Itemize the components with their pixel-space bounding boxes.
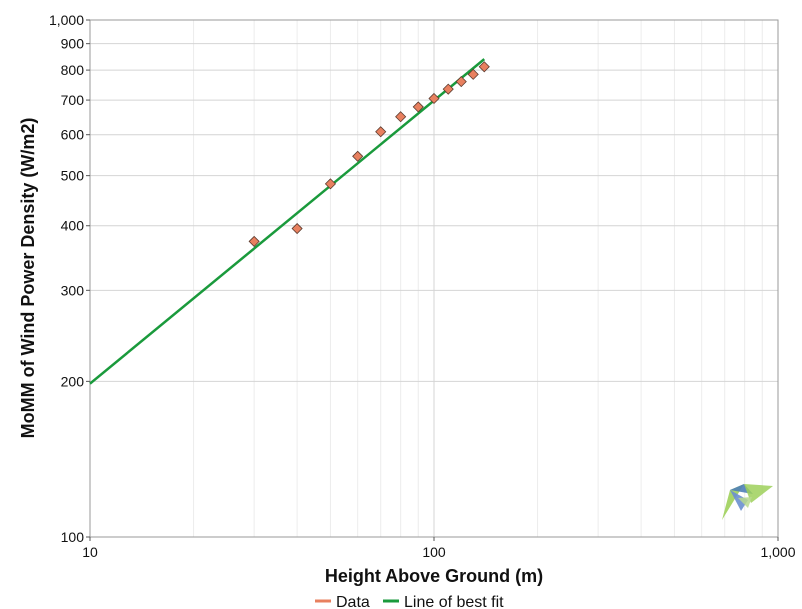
x-axis-title: Height Above Ground (m): [325, 566, 543, 586]
y-tick-label: 1,000: [49, 12, 84, 28]
data-point: [467, 68, 479, 80]
data-point: [248, 235, 260, 247]
y-tick-label: 900: [61, 36, 85, 52]
data-point: [324, 178, 337, 190]
data-point: [395, 111, 407, 123]
y-tick-labels: 100 200 300 400 500 600 700 800 900 1,000: [49, 12, 90, 545]
legend-data-label: Data: [336, 594, 370, 609]
y-tick-label: 700: [61, 92, 85, 108]
data-point: [291, 222, 303, 235]
legend: Data Line of best fit: [315, 594, 504, 609]
y-tick-label: 200: [61, 373, 85, 389]
data-point: [442, 83, 454, 95]
data-point: [478, 61, 490, 73]
best-fit-line: [89, 58, 486, 385]
data-point: [428, 92, 440, 105]
x-tick-label: 1,000: [760, 544, 795, 560]
y-tick-label: 800: [61, 62, 85, 78]
x-tick-label: 100: [422, 544, 446, 560]
x-tick-labels: 10 100 1,000: [82, 537, 796, 560]
y-tick-label: 100: [61, 529, 85, 545]
y-tick-label: 600: [61, 127, 85, 143]
y-tick-label: 300: [61, 282, 85, 298]
data-point: [412, 101, 424, 113]
legend-fit-label: Line of best fit: [404, 594, 504, 609]
series-layer: [89, 58, 490, 385]
data-point: [455, 76, 467, 88]
data-point: [375, 126, 387, 138]
windographer-logo-icon: [722, 484, 773, 520]
y-tick-label: 400: [61, 218, 85, 234]
y-axis-title: MoMM of Wind Power Density (W/m2): [18, 118, 38, 439]
y-tick-label: 500: [61, 168, 85, 184]
x-tick-label: 10: [82, 544, 98, 560]
data-point: [352, 150, 364, 162]
